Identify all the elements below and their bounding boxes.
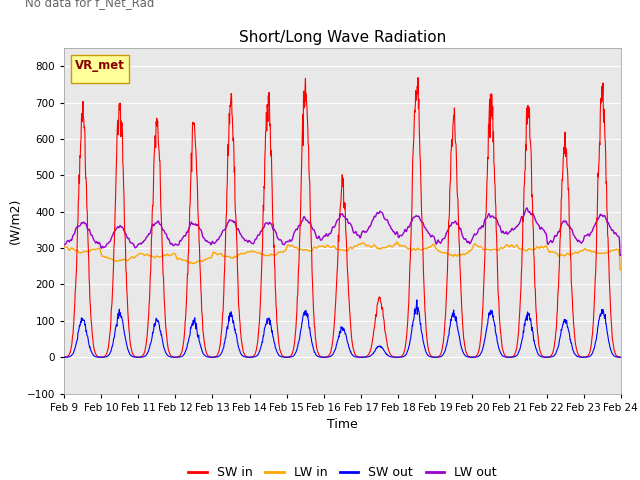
Title: Short/Long Wave Radiation: Short/Long Wave Radiation: [239, 30, 446, 46]
X-axis label: Time: Time: [327, 418, 358, 431]
Legend: SW in, LW in, SW out, LW out: SW in, LW in, SW out, LW out: [183, 461, 502, 480]
Text: No data for f_Net_Rad: No data for f_Net_Rad: [25, 0, 154, 10]
Y-axis label: (W/m2): (W/m2): [8, 198, 21, 244]
